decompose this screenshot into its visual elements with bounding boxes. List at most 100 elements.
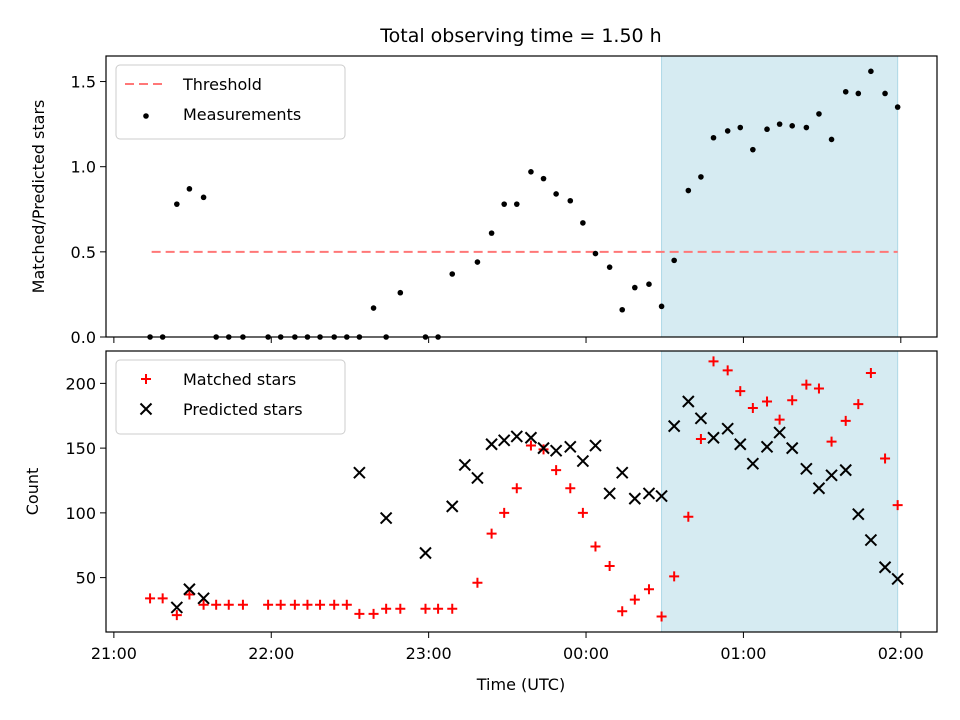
measurement-point xyxy=(658,303,665,310)
measurement-point xyxy=(619,306,626,313)
measurement-point xyxy=(449,271,456,277)
ratio-legend: Threshold Measurements xyxy=(115,64,346,140)
matched-point xyxy=(354,608,365,619)
matched-point xyxy=(840,415,851,426)
matched-point xyxy=(669,571,680,582)
matched-point xyxy=(683,511,694,522)
predicted-point xyxy=(694,412,708,425)
measurement-point xyxy=(698,174,704,180)
matched-point xyxy=(499,507,510,518)
ratio-panel: 0.0 0.5 1.0 1.5 Matched/Predicted stars Thres… xyxy=(29,55,938,347)
matched-point xyxy=(145,593,156,604)
legend-matched-swatch xyxy=(141,374,151,384)
predicted-point xyxy=(458,458,472,472)
series-predicted-stars xyxy=(170,395,904,614)
predicted-point xyxy=(485,438,498,451)
count-panel: 50 100 150 200 21:00 22:00 23:00 00:00 01:00 02:0… xyxy=(23,350,938,663)
matched-point xyxy=(643,584,654,595)
matched-point xyxy=(263,599,274,610)
predicted-point xyxy=(170,601,184,614)
predicted-point xyxy=(537,441,550,455)
matched-point xyxy=(853,399,864,410)
x-tick-label: 00:00 xyxy=(563,644,609,663)
count-y-tick-label: 150 xyxy=(65,439,96,458)
predicted-point xyxy=(446,500,459,513)
measurement-point xyxy=(750,146,756,153)
predicted-point xyxy=(576,454,590,468)
measurement-point xyxy=(776,121,783,127)
matched-point xyxy=(511,483,522,494)
matched-point xyxy=(762,396,773,407)
matched-point xyxy=(211,599,222,610)
matched-point xyxy=(198,599,209,610)
predicted-point xyxy=(183,583,196,596)
x-tick-label: 21:00 xyxy=(91,644,137,663)
measurement-point xyxy=(397,289,404,296)
predicted-point xyxy=(628,492,642,505)
measurement-point xyxy=(710,134,717,141)
measurement-point xyxy=(474,259,481,265)
predicted-point xyxy=(419,546,432,560)
measurement-point xyxy=(186,186,193,192)
series-matched-stars xyxy=(145,356,903,622)
predicted-point xyxy=(379,511,393,525)
measurement-point xyxy=(528,169,534,175)
measurement-point xyxy=(764,126,770,133)
predicted-point xyxy=(839,463,852,477)
matched-point xyxy=(722,365,733,376)
matched-point xyxy=(329,599,340,610)
x-axis-label: Time (UTC) xyxy=(476,675,565,694)
predicted-point xyxy=(812,482,826,495)
matched-point xyxy=(171,610,182,621)
matched-point xyxy=(735,386,746,397)
matched-point xyxy=(157,593,168,604)
predicted-point xyxy=(564,440,577,454)
matched-point xyxy=(184,589,195,600)
predicted-point xyxy=(800,462,813,476)
predicted-point xyxy=(603,487,616,500)
count-y-axis-label: Count xyxy=(23,468,42,516)
measurement-point xyxy=(553,191,559,197)
matched-point xyxy=(368,608,379,619)
measurement-point xyxy=(606,264,613,270)
predicted-point xyxy=(616,466,629,479)
matched-point xyxy=(590,541,601,552)
measurement-point xyxy=(370,305,377,311)
predicted-point xyxy=(760,440,774,454)
ratio-y-tick-label: 1.0 xyxy=(71,158,96,177)
count-y-tick-label: 100 xyxy=(65,504,96,523)
measurement-point xyxy=(501,201,507,207)
matched-point xyxy=(629,594,640,605)
measurement-point xyxy=(842,88,849,95)
measurement-point xyxy=(685,187,692,194)
measurement-point xyxy=(513,201,520,207)
measurement-point xyxy=(882,90,888,97)
matched-point xyxy=(695,434,706,445)
measurement-point xyxy=(894,104,901,110)
matched-point xyxy=(813,383,824,394)
predicted-point xyxy=(891,572,904,586)
count-y-tick-label: 200 xyxy=(65,374,96,393)
matched-point xyxy=(774,414,785,425)
ratio-y-axis-label: Matched/Predicted stars xyxy=(29,100,48,294)
matched-point xyxy=(302,599,313,610)
predicted-point xyxy=(510,430,523,443)
matched-point xyxy=(656,611,667,622)
matched-point xyxy=(341,599,352,610)
predicted-point xyxy=(642,487,656,500)
legend-box xyxy=(115,359,346,435)
measurement-point xyxy=(724,128,731,134)
matched-point xyxy=(865,368,876,379)
legend-measurement-swatch xyxy=(143,113,149,119)
matched-point xyxy=(420,603,431,614)
matched-point xyxy=(447,603,458,614)
ratio-y-tick-label: 0.5 xyxy=(71,243,96,262)
matched-point xyxy=(551,465,562,476)
matched-point xyxy=(223,599,234,610)
measurement-point xyxy=(855,90,862,97)
matched-point xyxy=(237,599,248,610)
count-highlight-span xyxy=(661,350,899,633)
ratio-highlight-span xyxy=(661,55,899,338)
matched-point xyxy=(577,507,588,518)
matched-point xyxy=(275,599,286,610)
